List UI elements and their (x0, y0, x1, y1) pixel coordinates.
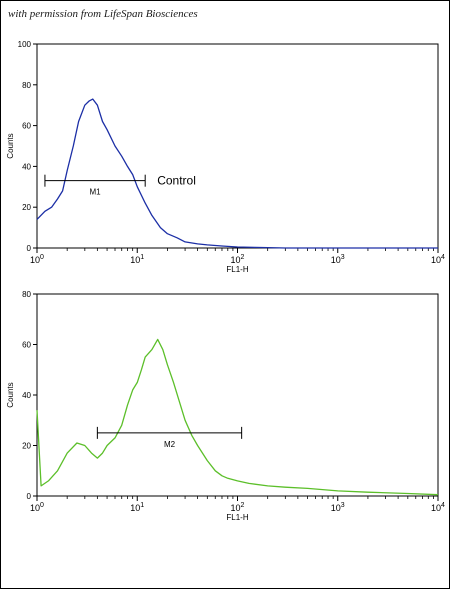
chart2-plot-frame (36, 293, 439, 497)
chart1-plot-frame (36, 43, 439, 249)
chart1-xtick-label-2: 102 (231, 254, 245, 265)
chart2-ytick-label-2: 40 (22, 391, 31, 400)
chart1-xtick-label-0: 100 (30, 254, 44, 265)
chart2-ytick-label-4: 80 (22, 290, 31, 299)
chart1-annotation: Control (157, 174, 196, 188)
chart1-xtick-label-4: 104 (431, 254, 445, 265)
chart2-xtick-label-2: 102 (231, 502, 245, 513)
chart2-xtick-label-1: 101 (130, 502, 144, 513)
chart1-ytick-label-1: 20 (22, 203, 31, 212)
chart1-xlabel: FL1-H (226, 265, 248, 274)
chart1-ytick-label-2: 40 (22, 162, 31, 171)
chart2-marker-label: M2 (164, 440, 176, 449)
chart1-ytick-label-3: 60 (22, 122, 31, 131)
chart2-ytick-label-0: 0 (27, 492, 32, 501)
chart2-xtick-label-0: 100 (30, 502, 44, 513)
chart1-xtick-label-1: 101 (130, 254, 144, 265)
chart2-xlabel: FL1-H (226, 513, 248, 522)
chart1-ytick-label-4: 80 (22, 81, 31, 90)
chart2-ytick-label-1: 20 (22, 442, 31, 451)
chart1-marker-label: M1 (90, 188, 102, 197)
credit-text: with permission from LifeSpan Bioscience… (8, 8, 198, 20)
chart2-ylabel: Counts (6, 382, 15, 407)
chart2-xtick-label-4: 104 (431, 502, 445, 513)
chart2-histogram-line (36, 338, 439, 496)
chart1-ylabel: Counts (6, 133, 15, 158)
chart1-ytick-label-0: 0 (27, 244, 32, 253)
chart1-ytick-label-5: 100 (18, 40, 32, 49)
chart2-ytick-label-3: 60 (22, 341, 31, 350)
chart1-histogram-line (36, 98, 438, 249)
chart1-xtick-label-3: 103 (331, 254, 345, 265)
chart2-xtick-label-3: 103 (331, 502, 345, 513)
